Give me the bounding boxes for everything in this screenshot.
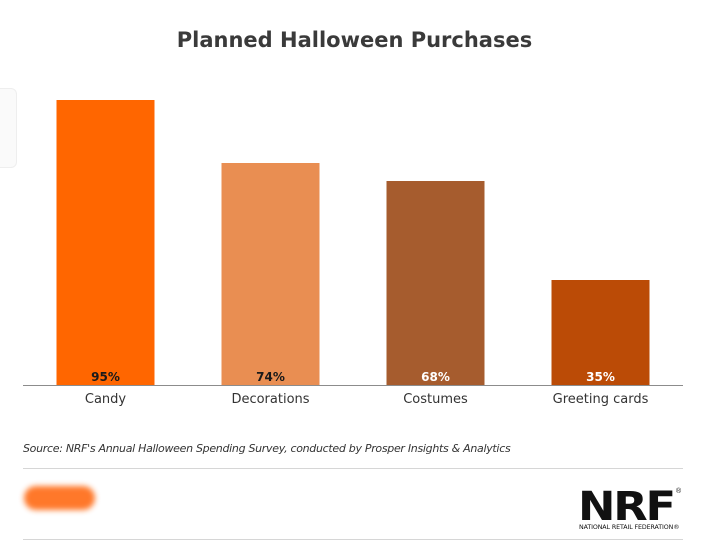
logo-mark: NRF — [578, 484, 676, 530]
bar-costumes — [386, 181, 485, 385]
logo-subtitle: NATIONAL RETAIL FEDERATION® — [579, 524, 680, 531]
data-label: 68% — [421, 370, 450, 384]
logo-subtitle-reg: ® — [673, 524, 680, 531]
blurred-button[interactable] — [24, 486, 95, 510]
source-note: Source: NRF's Annual Halloween Spending … — [23, 442, 511, 455]
data-label: 74% — [256, 370, 285, 384]
bar-decorations — [221, 163, 320, 385]
side-tab — [0, 88, 17, 168]
nrf-logo: NRF ® NATIONAL RETAIL FEDERATION® — [578, 487, 684, 533]
bar-candy — [56, 100, 155, 385]
x-tick-label: Candy — [85, 392, 127, 407]
logo-registered: ® — [676, 488, 682, 495]
x-tick-label: Greeting cards — [553, 392, 649, 407]
data-label: 95% — [91, 370, 120, 384]
bar-chart: 95% Candy 74% Decorations 68% Costumes 35% Gree… — [23, 100, 683, 407]
logo-subtitle-text: NATIONAL RETAIL FEDERATION — [579, 524, 674, 531]
bar-greeting-cards — [551, 280, 650, 385]
data-label: 35% — [586, 370, 615, 384]
divider-top — [23, 468, 683, 469]
x-tick-label: Costumes — [403, 392, 468, 407]
divider-bottom — [23, 539, 683, 540]
x-tick-label: Decorations — [231, 392, 309, 407]
chart-title: Planned Halloween Purchases — [176, 28, 533, 52]
